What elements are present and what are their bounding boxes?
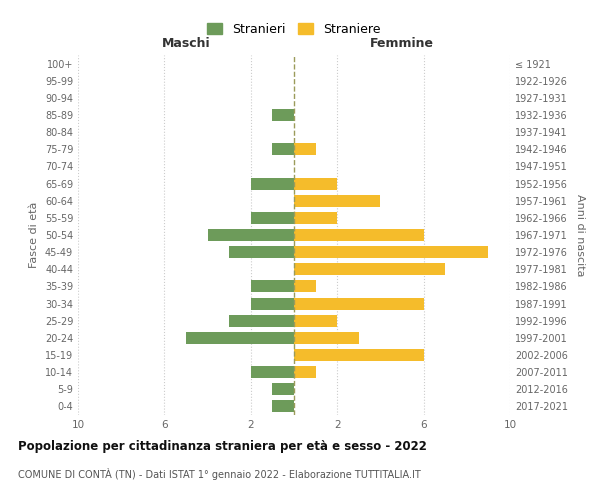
Bar: [294, 246, 488, 258]
Bar: [294, 229, 424, 241]
Bar: [294, 144, 316, 156]
Text: Maschi: Maschi: [161, 37, 211, 50]
Bar: [294, 298, 424, 310]
Bar: [229, 314, 294, 326]
Bar: [251, 298, 294, 310]
Bar: [251, 212, 294, 224]
Bar: [294, 264, 445, 276]
Y-axis label: Anni di nascita: Anni di nascita: [575, 194, 584, 276]
Legend: Stranieri, Straniere: Stranieri, Straniere: [202, 18, 386, 41]
Bar: [229, 246, 294, 258]
Bar: [208, 229, 294, 241]
Bar: [294, 314, 337, 326]
Bar: [251, 178, 294, 190]
Bar: [272, 400, 294, 412]
Bar: [251, 280, 294, 292]
Bar: [294, 212, 337, 224]
Text: Femmine: Femmine: [370, 37, 434, 50]
Text: COMUNE DI CONTÀ (TN) - Dati ISTAT 1° gennaio 2022 - Elaborazione TUTTITALIA.IT: COMUNE DI CONTÀ (TN) - Dati ISTAT 1° gen…: [18, 468, 421, 479]
Bar: [294, 332, 359, 344]
Bar: [186, 332, 294, 344]
Bar: [251, 366, 294, 378]
Bar: [272, 109, 294, 121]
Bar: [294, 280, 316, 292]
Bar: [272, 384, 294, 396]
Bar: [272, 144, 294, 156]
Bar: [294, 349, 424, 361]
Bar: [294, 194, 380, 206]
Bar: [294, 366, 316, 378]
Bar: [294, 178, 337, 190]
Y-axis label: Fasce di età: Fasce di età: [29, 202, 39, 268]
Text: Popolazione per cittadinanza straniera per età e sesso - 2022: Popolazione per cittadinanza straniera p…: [18, 440, 427, 453]
